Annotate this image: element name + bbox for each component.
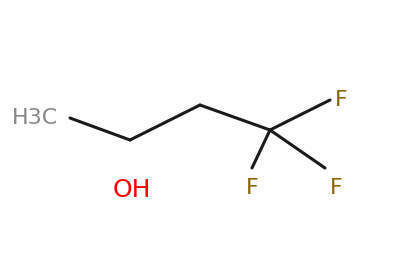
Text: H3C: H3C [12, 108, 58, 128]
Text: F: F [335, 90, 348, 110]
Text: OH: OH [113, 178, 151, 202]
Text: F: F [245, 178, 258, 198]
Text: F: F [330, 178, 343, 198]
